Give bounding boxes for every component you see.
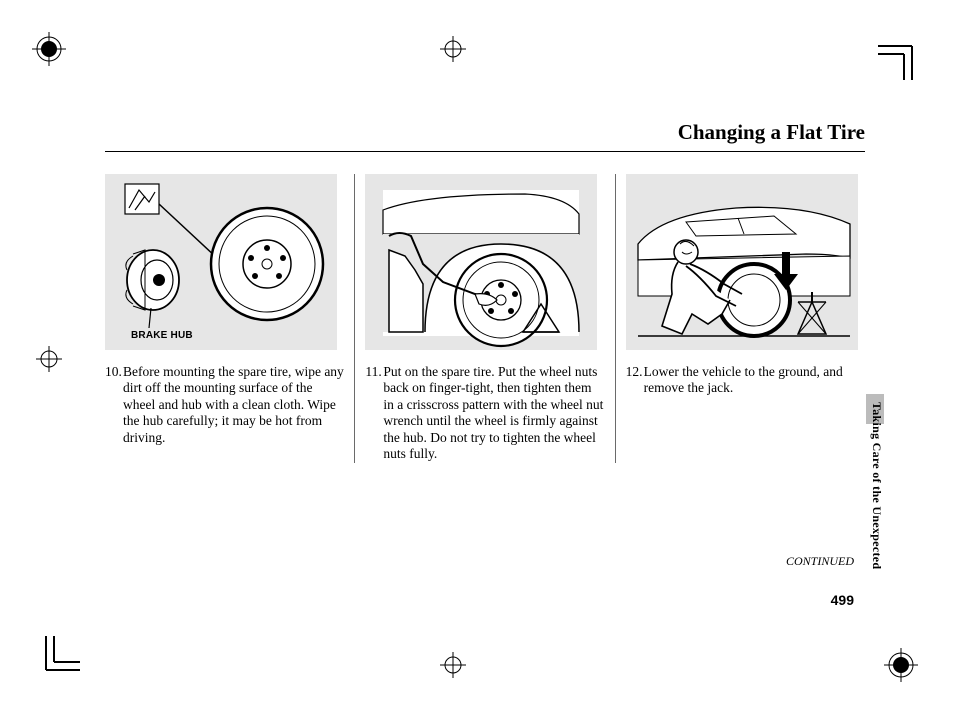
step-11: 11. Put on the spare tire. Put the wheel… — [365, 364, 604, 463]
step-10: 10. Before mounting the spare tire, wipe… — [105, 364, 344, 446]
page-content: Changing a Flat Tire — [105, 120, 865, 463]
illustration-tighten-nuts — [365, 174, 597, 350]
page-title: Changing a Flat Tire — [678, 120, 865, 145]
crop-mark-bottom-left — [26, 636, 80, 690]
illustration-brake-hub: BRAKE HUB — [105, 174, 337, 350]
step-text: Before mounting the spare tire, wipe any… — [123, 364, 344, 446]
registration-mark-top-left — [32, 32, 66, 71]
column-3: 12. Lower the vehicle to the ground, and… — [615, 174, 865, 463]
continued-label: CONTINUED — [786, 554, 854, 569]
step-12: 12. Lower the vehicle to the ground, and… — [626, 364, 865, 397]
registration-mark-bottom-center — [440, 652, 466, 683]
illustration-lower-vehicle — [626, 174, 858, 350]
step-number: 10. — [105, 364, 123, 446]
registration-mark-top-center — [440, 36, 466, 67]
section-name-vertical: Taking Care of the Unexpected — [869, 402, 884, 569]
step-text: Lower the vehicle to the ground, and rem… — [644, 364, 865, 397]
title-row: Changing a Flat Tire — [105, 120, 865, 152]
step-number: 12. — [626, 364, 644, 397]
column-2: 11. Put on the spare tire. Put the wheel… — [354, 174, 604, 463]
registration-mark-mid-left — [36, 346, 62, 377]
step-number: 11. — [365, 364, 383, 463]
columns: BRAKE HUB 10. Before mounting the spare … — [105, 174, 865, 463]
column-1: BRAKE HUB 10. Before mounting the spare … — [105, 174, 344, 463]
registration-mark-bottom-right — [884, 648, 918, 687]
page-number: 499 — [831, 592, 854, 608]
step-text: Put on the spare tire. Put the wheel nut… — [383, 364, 604, 463]
illustration-label-brake-hub: BRAKE HUB — [131, 330, 193, 341]
crop-mark-top-right — [878, 30, 928, 80]
